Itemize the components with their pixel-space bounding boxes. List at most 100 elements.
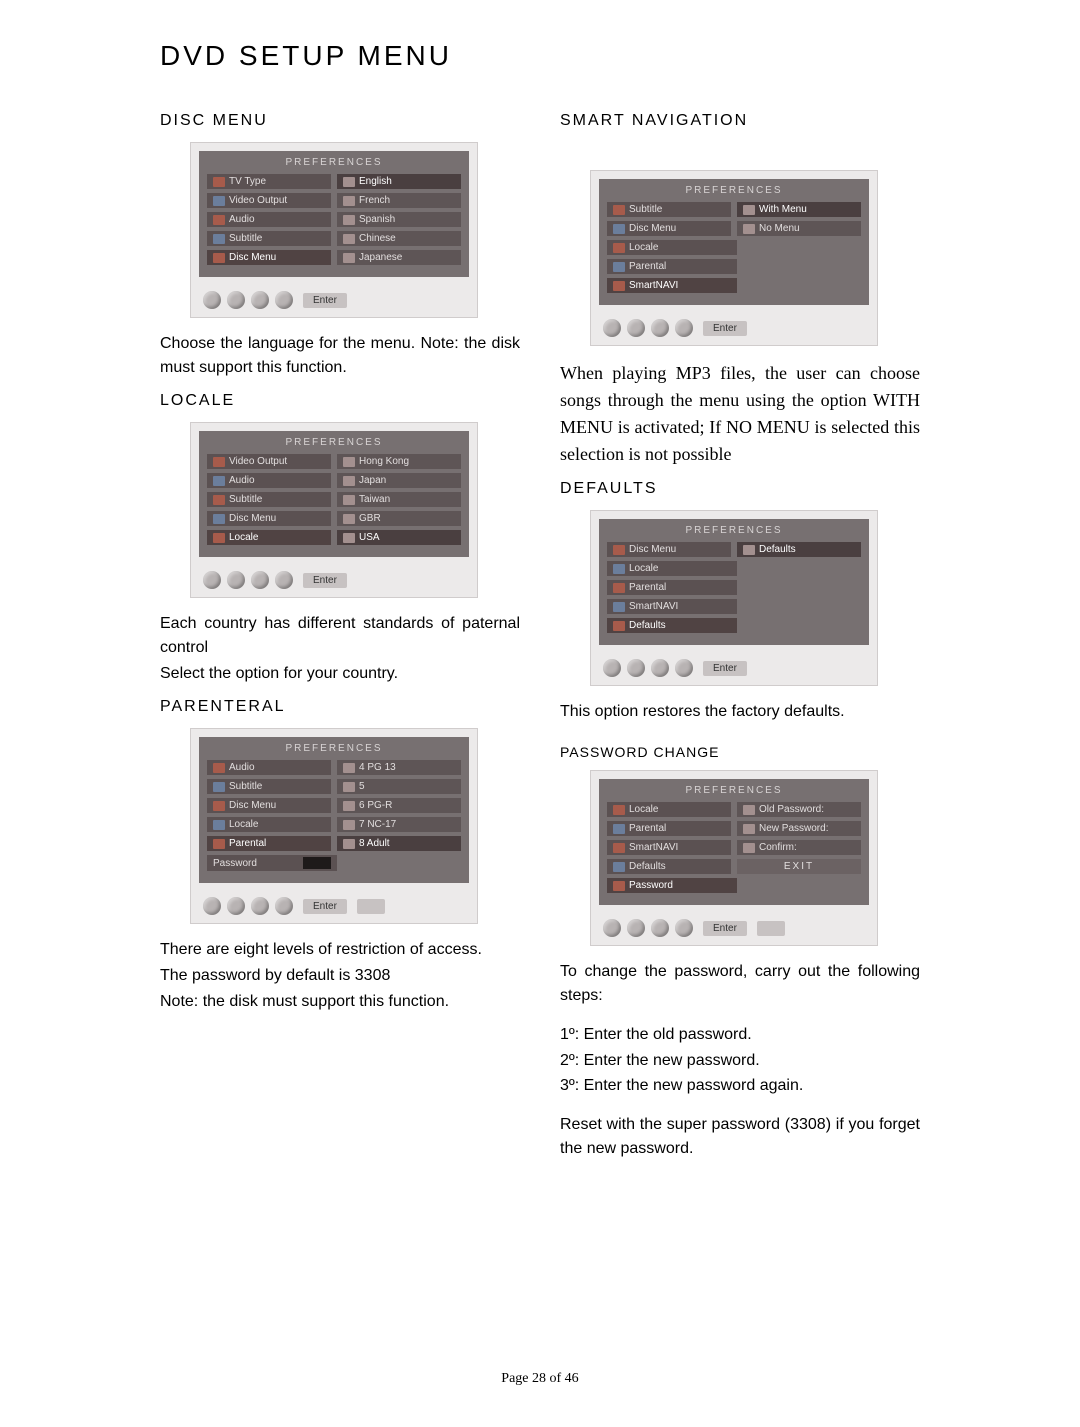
menu-item-icon xyxy=(613,224,625,234)
menu-left-item: Audio xyxy=(207,473,331,488)
screenshot-title: PREFERENCES xyxy=(207,157,461,168)
menu-row: LocaleOld Password: xyxy=(607,802,861,817)
menu-item-label: 5 xyxy=(359,781,365,792)
arrow-icon xyxy=(275,571,293,589)
menu-item-icon xyxy=(343,476,355,486)
menu-item-icon xyxy=(213,839,225,849)
menu-item-label: French xyxy=(359,195,390,206)
enter-button: Enter xyxy=(703,921,747,936)
menu-item-icon xyxy=(213,495,225,505)
menu-row: Parental xyxy=(607,580,861,595)
screenshot-title: PREFERENCES xyxy=(607,785,861,796)
menu-row: ParentalNew Password: xyxy=(607,821,861,836)
step-item: 2º: Enter the new password. xyxy=(560,1048,920,1074)
menu-right-item: No Menu xyxy=(737,221,861,236)
body-text: This option restores the factory default… xyxy=(560,700,920,724)
nav-arrows xyxy=(203,291,293,309)
menu-item-icon xyxy=(213,533,225,543)
menu-item-label: Japanese xyxy=(359,252,402,263)
menu-left-item: Locale xyxy=(607,240,737,255)
menu-item-icon xyxy=(613,621,625,631)
menu-row: Defaults xyxy=(607,618,861,633)
left-column: DISC MENU PREFERENCES TV TypeEnglishVide… xyxy=(160,100,520,1171)
menu-row: SubtitleTaiwan xyxy=(207,492,461,507)
menu-item-icon xyxy=(343,763,355,773)
menu-item-label: 6 PG-R xyxy=(359,800,392,811)
arrow-icon xyxy=(603,319,621,337)
menu-item-icon xyxy=(613,602,625,612)
menu-right-item: 6 PG-R xyxy=(337,798,461,813)
step-item: 3º: Enter the new password again. xyxy=(560,1073,920,1099)
menu-item-label: Subtitle xyxy=(229,233,262,244)
menu-item-label: Parental xyxy=(629,261,666,272)
menu-left-item: Locale xyxy=(207,817,331,832)
arrow-icon xyxy=(227,897,245,915)
menu-left-item: SmartNAVI xyxy=(607,599,737,614)
menu-item-icon xyxy=(343,457,355,467)
arrow-icon xyxy=(251,897,269,915)
menu-row: Video OutputFrench xyxy=(207,193,461,208)
section-heading-defaults: DEFAULTS xyxy=(560,480,920,498)
menu-item-label: Spanish xyxy=(359,214,395,225)
menu-row: TV TypeEnglish xyxy=(207,174,461,189)
menu-item-label: 7 NC-17 xyxy=(359,819,396,830)
menu-left-item: Disc Menu xyxy=(207,511,331,526)
menu-item-icon xyxy=(613,862,625,872)
menu-left-item: Parental xyxy=(607,259,737,274)
body-text: Each country has different standards of … xyxy=(160,612,520,660)
menu-item-label: Disc Menu xyxy=(229,513,276,524)
menu-item-label: With Menu xyxy=(759,204,807,215)
menu-item-label: Defaults xyxy=(759,544,796,555)
arrow-icon xyxy=(651,919,669,937)
arrow-icon xyxy=(675,319,693,337)
menu-item-icon xyxy=(213,514,225,524)
menu-item-icon xyxy=(613,824,625,834)
screenshot-defaults: PREFERENCES Disc MenuDefaultsLocaleParen… xyxy=(590,510,878,686)
menu-left-item: SmartNAVI xyxy=(607,840,731,855)
arrow-icon xyxy=(651,319,669,337)
menu-item-label: Subtitle xyxy=(229,494,262,505)
arrow-icon xyxy=(675,919,693,937)
menu-item-label: New Password: xyxy=(759,823,828,834)
arrow-icon xyxy=(675,659,693,677)
arrow-icon xyxy=(203,897,221,915)
menu-row: SmartNAVI xyxy=(607,278,861,293)
menu-item-icon xyxy=(343,215,355,225)
menu-item-label: Defaults xyxy=(629,620,666,631)
menu-item-icon xyxy=(743,224,755,234)
document-page: DVD SETUP MENU DISC MENU PREFERENCES TV … xyxy=(0,0,1080,1427)
menu-item-label: SmartNAVI xyxy=(629,280,678,291)
menu-left-item: Disc Menu xyxy=(207,250,331,265)
menu-item-label: GBR xyxy=(359,513,381,524)
menu-item-icon xyxy=(343,782,355,792)
menu-left-item: Defaults xyxy=(607,618,737,633)
screenshot-panel: PREFERENCES LocaleOld Password: ParentalN… xyxy=(599,779,869,905)
menu-right-item: Chinese xyxy=(337,231,461,246)
menu-item-icon xyxy=(613,545,625,555)
menu-right-item: EXIT xyxy=(737,859,861,874)
menu-row: Locale xyxy=(607,240,861,255)
menu-item-icon xyxy=(743,205,755,215)
menu-item-label: USA xyxy=(359,532,380,543)
menu-item-icon xyxy=(343,234,355,244)
menu-item-label: Audio xyxy=(229,475,255,486)
enter-button: Enter xyxy=(303,573,347,588)
menu-item-icon xyxy=(613,583,625,593)
menu-row: Locale USA xyxy=(207,530,461,545)
menu-left-item: Parental xyxy=(607,580,737,595)
menu-left-item: Video Output xyxy=(207,454,331,469)
menu-item-icon xyxy=(613,843,625,853)
screenshot-password: PREFERENCES LocaleOld Password: ParentalN… xyxy=(590,770,878,946)
menu-item-label: Parental xyxy=(229,838,266,849)
menu-row: Video OutputHong Kong xyxy=(207,454,461,469)
menu-left-item: Locale xyxy=(607,802,731,817)
body-text: The password by default is 3308 xyxy=(160,964,520,988)
arrow-icon xyxy=(627,319,645,337)
menu-item-label: Subtitle xyxy=(229,781,262,792)
steps-list: 1º: Enter the old password. 2º: Enter th… xyxy=(560,1022,920,1099)
menu-left-item: Locale xyxy=(207,530,331,545)
screenshot-controls: Enter xyxy=(599,915,869,937)
menu-item-label: TV Type xyxy=(229,176,266,187)
menu-item-icon xyxy=(213,820,225,830)
body-text: There are eight levels of restriction of… xyxy=(160,938,520,962)
